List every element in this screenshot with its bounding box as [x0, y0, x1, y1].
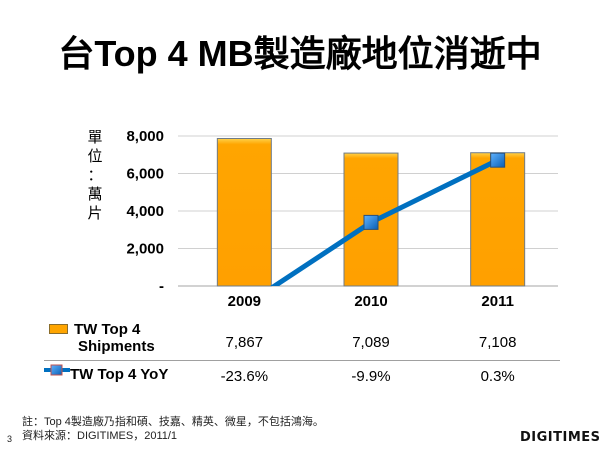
line-series [270, 152, 506, 286]
yoy-marker [490, 152, 506, 168]
x-tick-label: 2010 [354, 293, 387, 310]
bar [216, 137, 272, 287]
x-tick-label: 2011 [481, 293, 514, 310]
yoy-value: -9.9% [351, 368, 390, 385]
slide-title: 台Top 4 MB製造廠地位消逝中 [58, 33, 542, 74]
y-tick-label: 2,000 [126, 241, 164, 258]
yoy-value: -23.6% [221, 368, 269, 385]
label-line: TW Top 4 [74, 321, 141, 338]
y-axis-ticks: - 2,000 4,000 6,000 8,000 [126, 128, 164, 295]
y-tick-label: 4,000 [126, 203, 164, 220]
table-row-label-shipments: TW Top 4 Shipments [74, 321, 155, 355]
table-row-label-yoy: TW Top 4 YoY [70, 366, 169, 383]
legend-bar-swatch-icon [49, 324, 68, 334]
unit-char: 萬 [87, 186, 103, 203]
label-line: Shipments [78, 338, 155, 355]
y-tick-label: - [159, 278, 164, 295]
y-tick-label: 6,000 [126, 166, 164, 183]
unit-char: ： [87, 167, 103, 184]
yoy-marker [363, 214, 379, 230]
footnote: 註：Top 4製造廠乃指和碩、技嘉、精英、微星，不包括鴻海。 [22, 416, 324, 428]
x-tick-label: 2009 [228, 293, 261, 310]
digitimes-logo: DIGITIMES [520, 430, 600, 445]
y-tick-label: 8,000 [126, 128, 164, 145]
data-table-values: 7,867 7,089 7,108 -23.6% -9.9% 0.3% [221, 334, 517, 385]
unit-char: 單 [87, 129, 103, 146]
unit-char: 片 [87, 205, 103, 222]
unit-char: 位 [87, 148, 103, 165]
x-axis-ticks: 2009 2010 2011 [228, 293, 514, 310]
y-axis-unit-label: 單 位 ： 萬 片 [87, 128, 103, 223]
legend-line-swatch-icon [44, 364, 70, 376]
shipments-value: 7,089 [352, 334, 390, 351]
shipments-value: 7,108 [479, 334, 517, 351]
source-note: 資料來源：DIGITIMES，2011/1 [22, 430, 178, 442]
table-row-divider [44, 360, 560, 361]
yoy-value: 0.3% [481, 368, 515, 385]
shipments-value: 7,867 [226, 334, 264, 351]
page-number: 3 [7, 434, 13, 444]
bar-series [216, 137, 526, 287]
bar [470, 152, 526, 287]
